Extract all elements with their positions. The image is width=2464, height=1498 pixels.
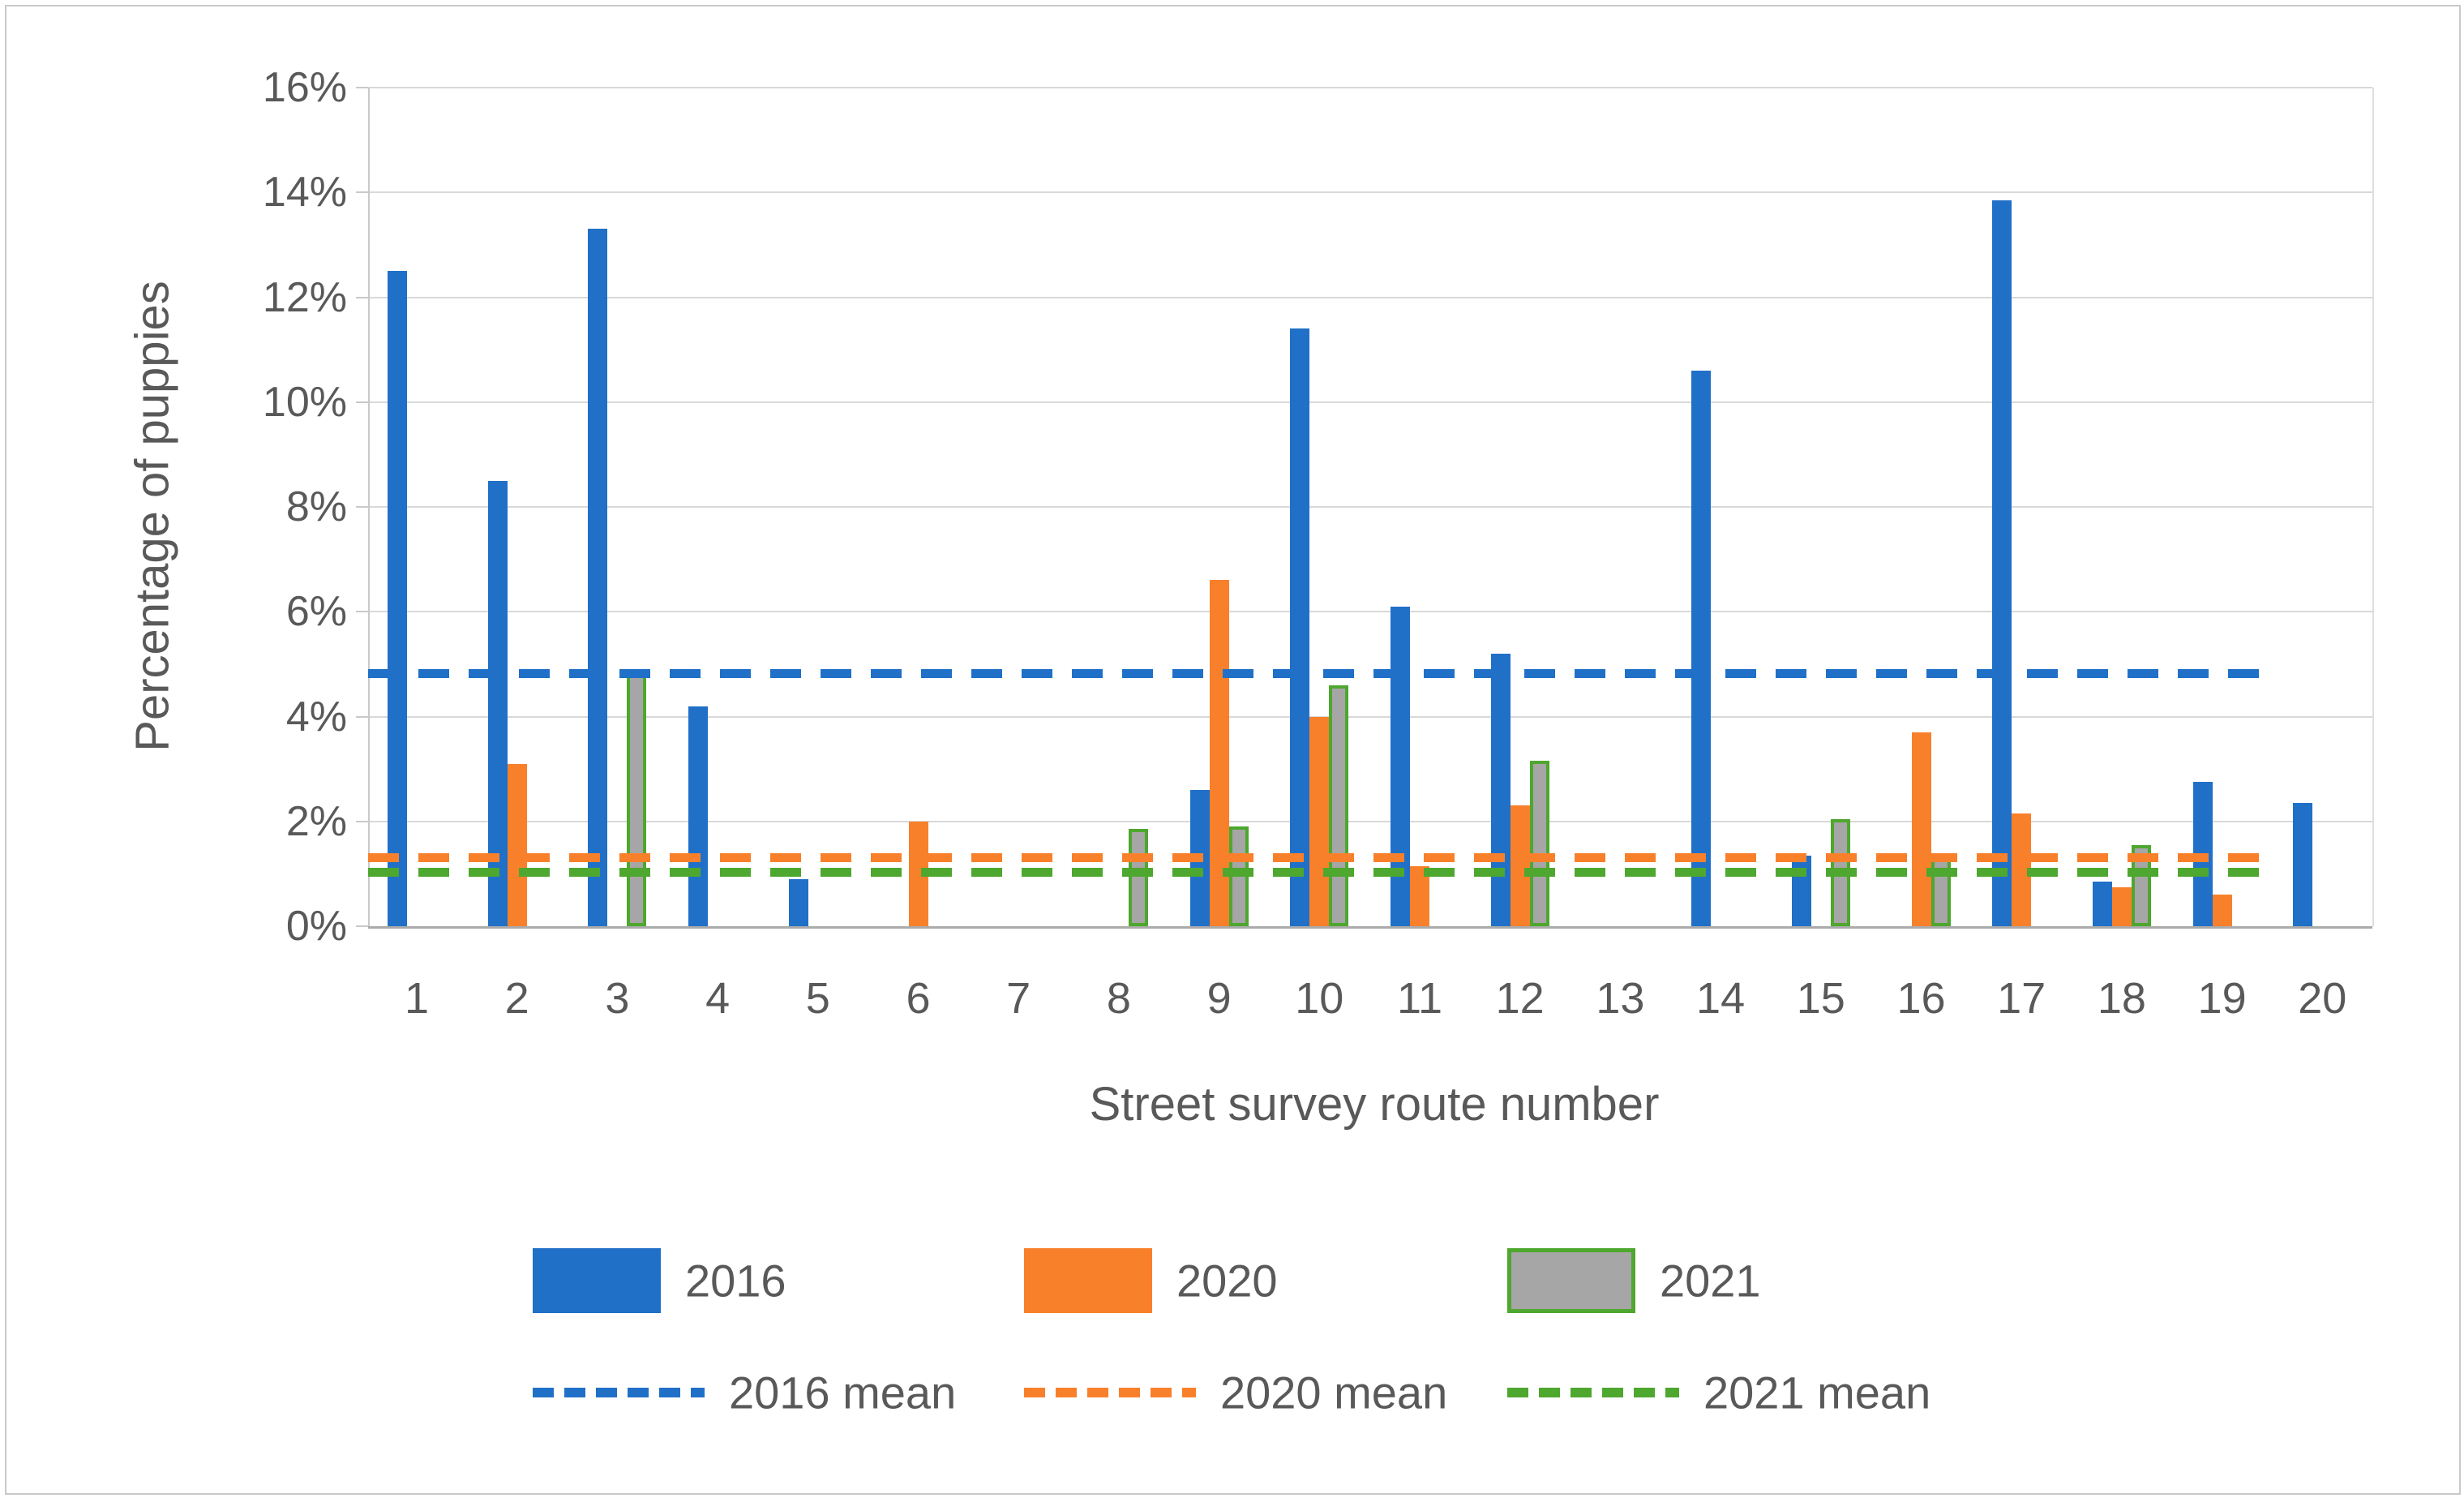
y-axis-tick bbox=[356, 820, 368, 822]
y-tick-label: 14% bbox=[262, 169, 347, 217]
bar-2016-route-4 bbox=[688, 706, 709, 926]
bar-2016-route-1 bbox=[388, 271, 407, 926]
plot-right-border bbox=[2372, 88, 2374, 926]
x-axis-line bbox=[368, 926, 2372, 929]
bar-2021-route-3 bbox=[627, 674, 647, 926]
gridline bbox=[368, 191, 2372, 194]
bar-2020-route-2 bbox=[507, 763, 527, 926]
x-tick-label-17: 17 bbox=[1997, 974, 2046, 1023]
x-tick-label-19: 19 bbox=[2197, 974, 2247, 1023]
bar-2021-route-8 bbox=[1128, 829, 1148, 926]
x-tick-label-18: 18 bbox=[2097, 974, 2146, 1023]
bar-2020-route-10 bbox=[1309, 716, 1330, 926]
gridline bbox=[368, 87, 2372, 88]
y-tick-label: 8% bbox=[285, 483, 347, 530]
x-tick-label-12: 12 bbox=[1495, 974, 1545, 1023]
bar-2016-route-17 bbox=[1992, 200, 2012, 926]
bar-2016-route-15 bbox=[1791, 855, 1811, 926]
x-tick-label-20: 20 bbox=[2298, 974, 2347, 1023]
x-tick-label-15: 15 bbox=[1796, 974, 1845, 1023]
x-tick-label-4: 4 bbox=[705, 974, 731, 1023]
y-tick-label: 2% bbox=[285, 797, 347, 845]
y-axis-title: Percentage of puppies bbox=[126, 281, 179, 752]
bar-2021-route-18 bbox=[2131, 844, 2151, 926]
bar-2016-route-14 bbox=[1691, 370, 1712, 926]
legend-label-2020: 2020 bbox=[1176, 1255, 1278, 1307]
gridline bbox=[368, 506, 2372, 508]
x-tick-label-6: 6 bbox=[906, 974, 931, 1023]
gridline bbox=[368, 820, 2372, 822]
x-tick-label-5: 5 bbox=[805, 974, 830, 1023]
y-axis-tick bbox=[356, 506, 368, 508]
gridline bbox=[368, 611, 2372, 613]
y-tick-label: 4% bbox=[285, 693, 347, 740]
legend-dash-2021-mean bbox=[1507, 1388, 1679, 1397]
y-tick-label: 16% bbox=[262, 64, 347, 111]
y-tick-label: 6% bbox=[285, 588, 347, 636]
mean-line-2021-mean bbox=[368, 867, 2264, 877]
x-tick-label-2: 2 bbox=[504, 974, 529, 1023]
x-tick-label-7: 7 bbox=[1006, 974, 1031, 1023]
bar-2021-route-12 bbox=[1529, 761, 1549, 926]
y-tick-label: 10% bbox=[262, 378, 347, 426]
bar-2016-route-10 bbox=[1290, 328, 1310, 926]
bar-2016-route-11 bbox=[1391, 606, 1410, 926]
x-tick-label-11: 11 bbox=[1396, 974, 1443, 1023]
x-tick-label-13: 13 bbox=[1596, 974, 1645, 1023]
gridline bbox=[368, 401, 2372, 403]
legend-label-2021: 2021 bbox=[1660, 1255, 1761, 1307]
legend-label-2021-mean: 2021 mean bbox=[1703, 1367, 1931, 1419]
bar-2016-route-2 bbox=[487, 480, 508, 926]
y-axis-tick bbox=[356, 87, 368, 88]
y-tick-label: 0% bbox=[285, 903, 347, 950]
bar-2020-route-16 bbox=[1911, 732, 1931, 926]
y-axis-tick bbox=[356, 296, 368, 298]
x-tick-label-10: 10 bbox=[1295, 974, 1344, 1023]
bar-2016-route-18 bbox=[2092, 882, 2112, 926]
y-axis-tick bbox=[356, 715, 368, 718]
legend-swatch-2016 bbox=[533, 1248, 661, 1313]
bar-2020-route-18 bbox=[2111, 886, 2132, 926]
mean-line-2020-mean bbox=[368, 853, 2264, 863]
bar-2016-route-20 bbox=[2293, 803, 2313, 926]
gridline bbox=[368, 296, 2372, 298]
legend-swatch-2021 bbox=[1507, 1248, 1635, 1313]
y-axis-tick bbox=[356, 191, 368, 194]
x-tick-label-9: 9 bbox=[1206, 974, 1232, 1023]
x-tick-label-16: 16 bbox=[1896, 974, 1946, 1023]
x-tick-label-8: 8 bbox=[1106, 974, 1131, 1023]
y-axis-tick bbox=[356, 925, 368, 927]
x-tick-label-14: 14 bbox=[1696, 974, 1746, 1023]
y-axis-tick bbox=[356, 611, 368, 613]
legend-label-2016-mean: 2016 mean bbox=[729, 1367, 957, 1419]
legend-dash-2016-mean bbox=[533, 1388, 705, 1397]
y-axis-tick bbox=[356, 401, 368, 403]
bar-2016-route-12 bbox=[1490, 653, 1511, 926]
legend-dash-2020-mean bbox=[1024, 1388, 1196, 1397]
x-tick-label-3: 3 bbox=[605, 974, 630, 1023]
chart-figure: Street survey route number Percentage of… bbox=[5, 5, 2461, 1495]
mean-line-2016-mean bbox=[368, 668, 2264, 678]
bar-2016-route-5 bbox=[788, 878, 808, 926]
legend-label-2016: 2016 bbox=[685, 1255, 786, 1307]
y-tick-label: 12% bbox=[262, 273, 347, 321]
bar-2016-route-3 bbox=[588, 229, 608, 926]
x-axis-title: Street survey route number bbox=[1089, 1078, 1660, 1131]
bar-2021-route-10 bbox=[1329, 685, 1349, 926]
x-tick-label-1: 1 bbox=[404, 974, 430, 1023]
legend-label-2020-mean: 2020 mean bbox=[1220, 1367, 1448, 1419]
y-axis-line bbox=[368, 88, 370, 926]
legend-swatch-2020 bbox=[1024, 1248, 1152, 1313]
gridline bbox=[368, 715, 2372, 718]
bar-2020-route-19 bbox=[2212, 895, 2232, 926]
bar-2020-route-12 bbox=[1510, 805, 1530, 926]
